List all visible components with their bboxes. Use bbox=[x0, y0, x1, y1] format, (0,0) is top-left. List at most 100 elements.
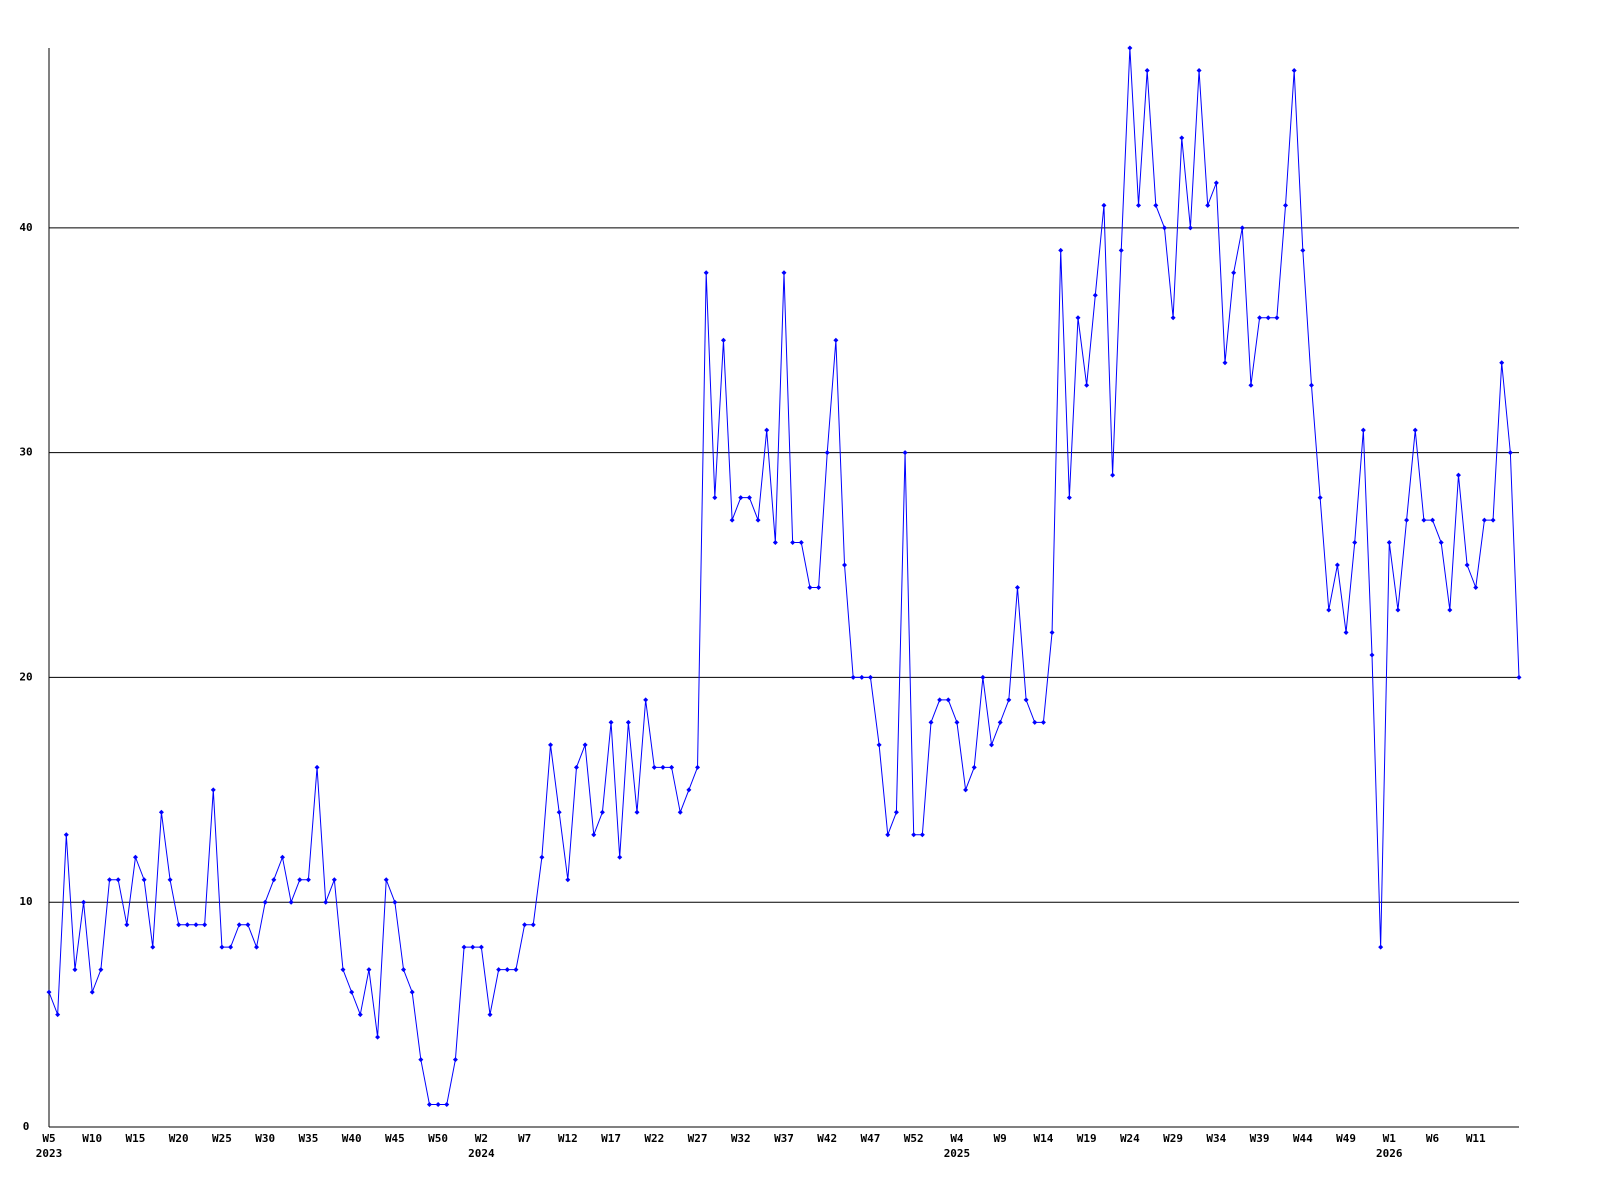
point-marker bbox=[1438, 540, 1444, 546]
point-marker bbox=[392, 899, 398, 905]
point-marker bbox=[842, 562, 848, 568]
point-marker bbox=[893, 809, 899, 815]
point-marker bbox=[608, 719, 614, 725]
point-marker bbox=[262, 899, 268, 905]
point-marker bbox=[288, 899, 294, 905]
point-marker bbox=[1455, 472, 1461, 478]
point-marker bbox=[1421, 517, 1427, 523]
point-marker bbox=[323, 899, 329, 905]
x-tick-label: W20 bbox=[169, 1132, 189, 1145]
point-marker bbox=[712, 495, 718, 501]
point-marker bbox=[1404, 517, 1410, 523]
x-tick-label: W25 bbox=[212, 1132, 232, 1145]
point-marker bbox=[158, 809, 164, 815]
point-marker bbox=[426, 1102, 432, 1108]
x-tick-label: W30 bbox=[255, 1132, 275, 1145]
point-marker bbox=[401, 967, 407, 973]
point-marker bbox=[617, 854, 623, 860]
point-marker bbox=[1170, 315, 1176, 321]
point-marker bbox=[539, 854, 545, 860]
point-marker bbox=[997, 719, 1003, 725]
point-marker bbox=[824, 450, 830, 456]
x-year-label: 2026 bbox=[1376, 1147, 1403, 1160]
point-marker bbox=[124, 922, 130, 928]
x-tick-label: W10 bbox=[82, 1132, 102, 1145]
x-tick-label: W6 bbox=[1426, 1132, 1440, 1145]
point-marker bbox=[945, 697, 951, 703]
point-marker bbox=[686, 787, 692, 793]
point-marker bbox=[1291, 67, 1297, 73]
point-marker bbox=[1300, 247, 1306, 253]
point-marker bbox=[695, 764, 701, 770]
point-marker bbox=[1153, 202, 1159, 208]
point-marker bbox=[1161, 225, 1167, 231]
point-marker bbox=[1118, 247, 1124, 253]
point-marker bbox=[1136, 202, 1142, 208]
point-marker bbox=[1481, 517, 1487, 523]
point-marker bbox=[202, 922, 208, 928]
point-marker bbox=[928, 719, 934, 725]
x-tick-label: W12 bbox=[558, 1132, 578, 1145]
point-marker bbox=[63, 832, 69, 838]
point-marker bbox=[522, 922, 528, 928]
point-marker bbox=[833, 337, 839, 343]
point-marker bbox=[461, 944, 467, 950]
x-tick-label: W5 bbox=[42, 1132, 55, 1145]
point-marker bbox=[1257, 315, 1263, 321]
point-marker bbox=[1066, 495, 1072, 501]
point-marker bbox=[435, 1102, 441, 1108]
x-tick-label: W52 bbox=[904, 1132, 924, 1145]
point-marker bbox=[902, 450, 908, 456]
point-marker bbox=[859, 674, 865, 680]
point-marker bbox=[556, 809, 562, 815]
point-marker bbox=[660, 764, 666, 770]
x-tick-label: W7 bbox=[518, 1132, 531, 1145]
point-marker bbox=[107, 877, 113, 883]
y-tick-label: 30 bbox=[19, 446, 32, 459]
point-marker bbox=[755, 517, 761, 523]
point-marker bbox=[729, 517, 735, 523]
point-marker bbox=[1110, 472, 1116, 478]
point-marker bbox=[1516, 674, 1522, 680]
point-marker bbox=[781, 270, 787, 276]
point-marker bbox=[132, 854, 138, 860]
point-marker bbox=[98, 967, 104, 973]
point-marker bbox=[219, 944, 225, 950]
point-marker bbox=[314, 764, 320, 770]
point-marker bbox=[254, 944, 260, 950]
point-marker bbox=[1222, 360, 1228, 366]
x-tick-label: W39 bbox=[1250, 1132, 1270, 1145]
point-marker bbox=[1395, 607, 1401, 613]
point-marker bbox=[1334, 562, 1340, 568]
point-marker bbox=[1213, 180, 1219, 186]
x-tick-label: W11 bbox=[1466, 1132, 1486, 1145]
point-marker bbox=[349, 989, 355, 995]
point-marker bbox=[599, 809, 605, 815]
point-marker bbox=[1032, 719, 1038, 725]
point-marker bbox=[703, 270, 709, 276]
x-tick-label: W24 bbox=[1120, 1132, 1140, 1145]
x-year-label: 2023 bbox=[36, 1147, 63, 1160]
point-marker bbox=[89, 989, 95, 995]
point-marker bbox=[1447, 607, 1453, 613]
point-marker bbox=[271, 877, 277, 883]
point-marker bbox=[340, 967, 346, 973]
point-marker bbox=[1205, 202, 1211, 208]
point-marker bbox=[565, 877, 571, 883]
point-marker bbox=[885, 832, 891, 838]
x-tick-label: W15 bbox=[126, 1132, 146, 1145]
x-tick-label: W49 bbox=[1336, 1132, 1356, 1145]
point-marker bbox=[867, 674, 873, 680]
x-tick-label: W35 bbox=[298, 1132, 318, 1145]
point-marker bbox=[409, 989, 415, 995]
point-marker bbox=[1239, 225, 1245, 231]
x-tick-label: W14 bbox=[1033, 1132, 1053, 1145]
point-marker bbox=[643, 697, 649, 703]
point-marker bbox=[1231, 270, 1237, 276]
point-marker bbox=[971, 764, 977, 770]
x-tick-label: W22 bbox=[644, 1132, 664, 1145]
point-marker bbox=[167, 877, 173, 883]
point-marker bbox=[1369, 652, 1375, 658]
point-marker bbox=[1386, 540, 1392, 546]
point-marker bbox=[1075, 315, 1081, 321]
